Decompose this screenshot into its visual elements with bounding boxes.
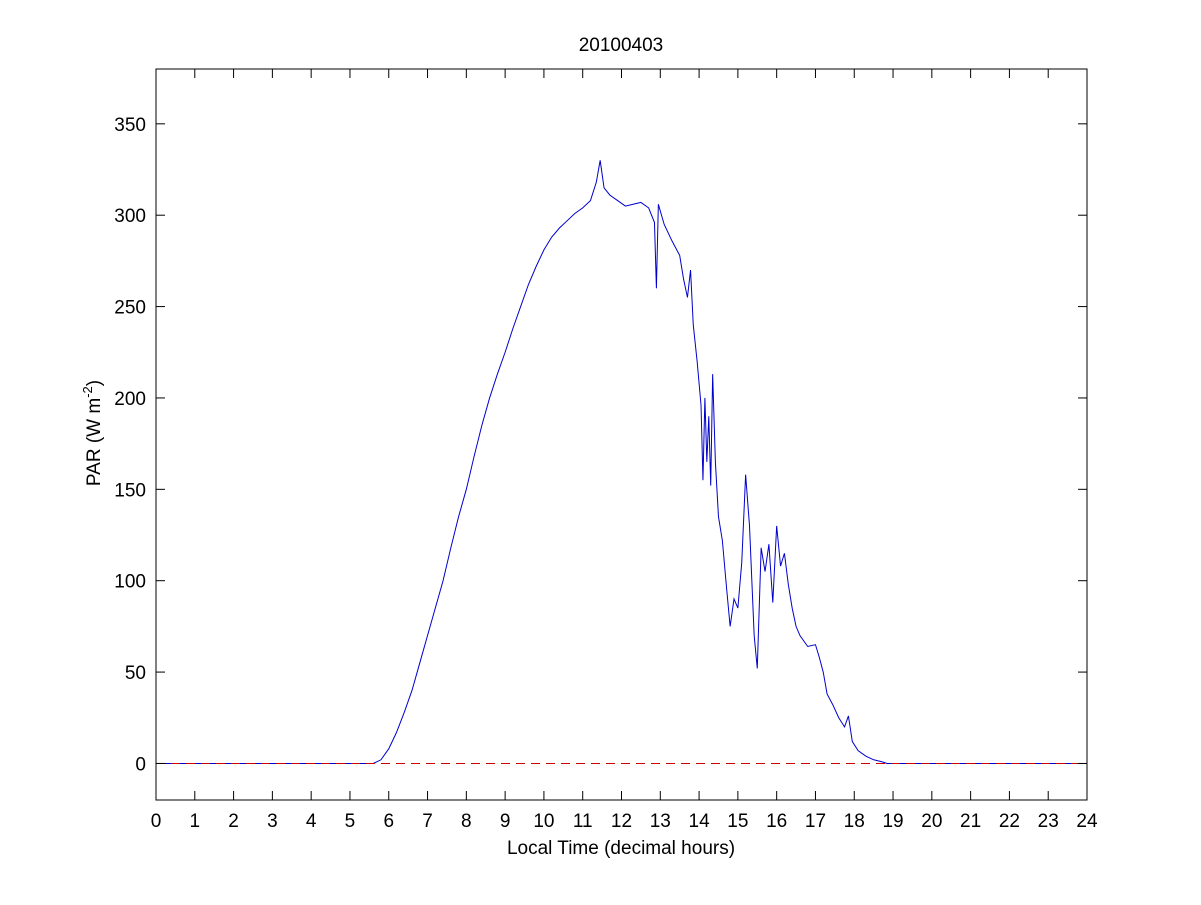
x-tick-label: 8: [461, 811, 472, 832]
x-tick-label: 16: [766, 811, 787, 832]
y-tick-label: 200: [114, 389, 146, 410]
x-tick-label: 15: [727, 811, 748, 832]
x-tick-label: 4: [306, 811, 317, 832]
y-tick-label: 150: [114, 480, 146, 501]
y-tick-label: 350: [114, 115, 146, 136]
series-line-0: [156, 160, 1087, 764]
x-tick-label: 12: [611, 811, 632, 832]
y-axis-label-exponent: -2: [80, 386, 95, 398]
y-tick-label: 100: [114, 572, 146, 593]
y-axis-label-close: ): [84, 380, 105, 386]
x-tick-label: 14: [689, 811, 711, 832]
x-tick-label: 1: [190, 811, 201, 832]
y-tick-label: 0: [135, 754, 146, 775]
y-tick-label: 250: [114, 298, 146, 319]
x-tick-label: 9: [500, 811, 511, 832]
plot-area: [156, 160, 1087, 764]
x-tick-label: 21: [960, 811, 981, 832]
x-tick-label: 10: [533, 811, 554, 832]
axes: 0 1 2 3 4 5 6 7 8 9 10 11 12 13 14 15 16 17 18 19 20 21 22 23 24…: [114, 68, 1098, 832]
x-tick-label: 23: [1038, 811, 1059, 832]
x-tick-label: 2: [228, 811, 239, 832]
y-axis-label: PAR (W m-2): [80, 380, 105, 486]
x-tick-label: 3: [267, 811, 278, 832]
chart-title: 20100403: [579, 35, 664, 56]
x-tick-label: 19: [882, 811, 903, 832]
x-tick-label: 24: [1076, 811, 1098, 832]
x-tick-label: 18: [844, 811, 865, 832]
x-tick-label: 5: [345, 811, 356, 832]
x-tick-label: 13: [650, 811, 671, 832]
y-axis-label-text: PAR (W m: [84, 398, 105, 486]
x-axis-label: Local Time (decimal hours): [507, 838, 735, 859]
x-tick-label: 17: [805, 811, 826, 832]
x-tick-label: 6: [383, 811, 394, 832]
x-tick-label: 0: [151, 811, 162, 832]
x-tick-label: 7: [422, 811, 433, 832]
x-tick-label: 22: [999, 811, 1020, 832]
x-tick-label: 20: [921, 811, 942, 832]
y-tick-label: 50: [125, 663, 146, 684]
y-tick-label: 300: [114, 206, 146, 227]
x-tick-label: 11: [573, 811, 593, 832]
